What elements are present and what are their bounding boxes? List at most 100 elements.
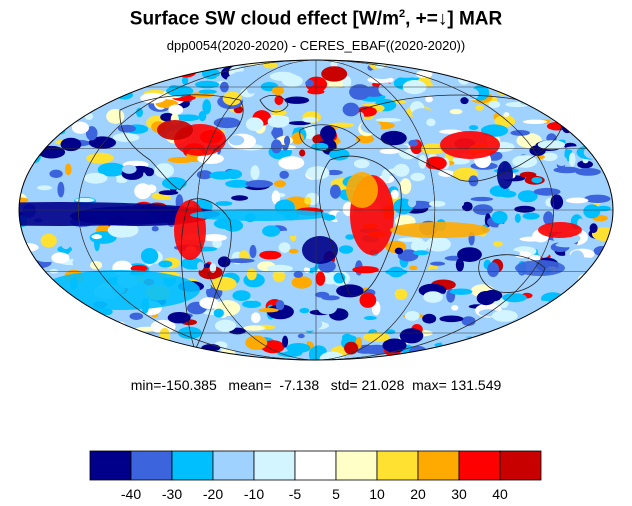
field-patch bbox=[76, 150, 99, 155]
field-patch bbox=[589, 223, 598, 234]
field-patch bbox=[364, 316, 377, 320]
colorbar-box bbox=[130, 450, 173, 481]
field-patch bbox=[275, 300, 285, 311]
field-patch bbox=[426, 118, 436, 127]
field-patch bbox=[245, 117, 264, 131]
field-patch bbox=[136, 107, 143, 118]
field-patch bbox=[422, 168, 439, 173]
field-patch bbox=[425, 156, 447, 171]
field-patch bbox=[97, 162, 126, 177]
field-patch bbox=[541, 152, 558, 162]
field-patch bbox=[168, 104, 184, 115]
field-patch bbox=[330, 184, 341, 199]
field-patch bbox=[335, 211, 344, 222]
colorbar-box bbox=[294, 450, 337, 481]
field-feature bbox=[390, 222, 490, 238]
field-patch bbox=[499, 190, 517, 198]
field-patch bbox=[537, 244, 551, 258]
coastline bbox=[180, 198, 232, 352]
field-feature bbox=[40, 270, 200, 310]
field-patch bbox=[258, 308, 279, 313]
field-patch bbox=[397, 237, 423, 242]
field-patch bbox=[213, 218, 238, 229]
field-patch bbox=[349, 84, 371, 100]
field-patch bbox=[413, 250, 429, 256]
field-patch bbox=[394, 247, 404, 255]
field-patch bbox=[415, 70, 433, 78]
field-patch bbox=[57, 181, 65, 198]
field-patch bbox=[503, 112, 510, 117]
field-patch bbox=[308, 346, 322, 360]
stat-std-label: std= bbox=[330, 377, 358, 393]
coastline bbox=[359, 94, 563, 182]
field-patch bbox=[408, 139, 419, 147]
field-patch bbox=[446, 199, 464, 208]
field-patch bbox=[491, 210, 508, 224]
field-patch bbox=[566, 197, 589, 204]
field-patch bbox=[243, 325, 266, 331]
stat-min-label: min= bbox=[130, 377, 162, 393]
field-patch bbox=[342, 102, 360, 117]
field-patch bbox=[49, 169, 63, 178]
field-patch bbox=[278, 242, 291, 253]
field-patch bbox=[305, 79, 315, 87]
field-patch bbox=[198, 89, 217, 94]
field-patch bbox=[65, 163, 72, 176]
colorbar-tick-label: 5 bbox=[332, 486, 340, 502]
field-patch bbox=[215, 201, 233, 206]
field-feature bbox=[157, 120, 193, 140]
field-patch bbox=[284, 96, 310, 104]
field-patch bbox=[271, 190, 281, 205]
field-patch bbox=[88, 136, 116, 149]
stat-max-value: 131.549 bbox=[450, 377, 502, 393]
map-border bbox=[18, 59, 614, 361]
field-patch bbox=[83, 172, 108, 184]
field-feature bbox=[497, 161, 513, 189]
field-patch bbox=[271, 86, 285, 96]
field-patch bbox=[388, 266, 404, 278]
field-patch bbox=[528, 300, 552, 306]
field-patch bbox=[555, 156, 568, 167]
field-patch bbox=[577, 160, 593, 169]
coastline bbox=[318, 155, 402, 297]
field-patch bbox=[243, 63, 265, 79]
field-patch bbox=[425, 236, 451, 252]
field-patch bbox=[514, 205, 536, 213]
field-patch bbox=[410, 172, 426, 182]
field-patch bbox=[568, 152, 576, 167]
field-patch bbox=[304, 196, 312, 205]
field-patch bbox=[19, 197, 29, 203]
field-patch bbox=[345, 234, 355, 240]
field-patch bbox=[266, 304, 294, 320]
stat-max-label: max= bbox=[412, 377, 447, 393]
colorbar-box bbox=[171, 450, 214, 481]
field-patch bbox=[329, 148, 350, 161]
field-patch bbox=[475, 104, 484, 111]
field-patch bbox=[302, 116, 319, 123]
colorbar-box bbox=[212, 450, 255, 481]
colorbar-box bbox=[253, 450, 296, 481]
colorbar-box bbox=[458, 450, 501, 481]
field-patch bbox=[166, 85, 194, 97]
title-main: Surface SW cloud effect [W/m bbox=[129, 8, 399, 30]
field-patch bbox=[60, 235, 71, 250]
field-patch bbox=[305, 166, 330, 180]
field-patch bbox=[134, 183, 152, 200]
field-patch bbox=[461, 201, 473, 212]
field-patch bbox=[225, 179, 252, 188]
field-patch bbox=[286, 343, 311, 353]
field-patch bbox=[123, 99, 139, 105]
field-patch bbox=[468, 125, 479, 131]
field-patch bbox=[262, 225, 281, 237]
field-patch bbox=[209, 263, 217, 273]
field-patch bbox=[75, 197, 95, 203]
field-patch bbox=[281, 75, 303, 87]
field-patch bbox=[202, 99, 212, 115]
field-feature bbox=[538, 222, 582, 238]
field-patch bbox=[266, 264, 293, 273]
field-patch bbox=[583, 204, 601, 219]
field-patch bbox=[299, 149, 306, 157]
field-patch bbox=[299, 307, 310, 314]
field-patch bbox=[325, 95, 339, 111]
field-patch bbox=[213, 117, 241, 129]
